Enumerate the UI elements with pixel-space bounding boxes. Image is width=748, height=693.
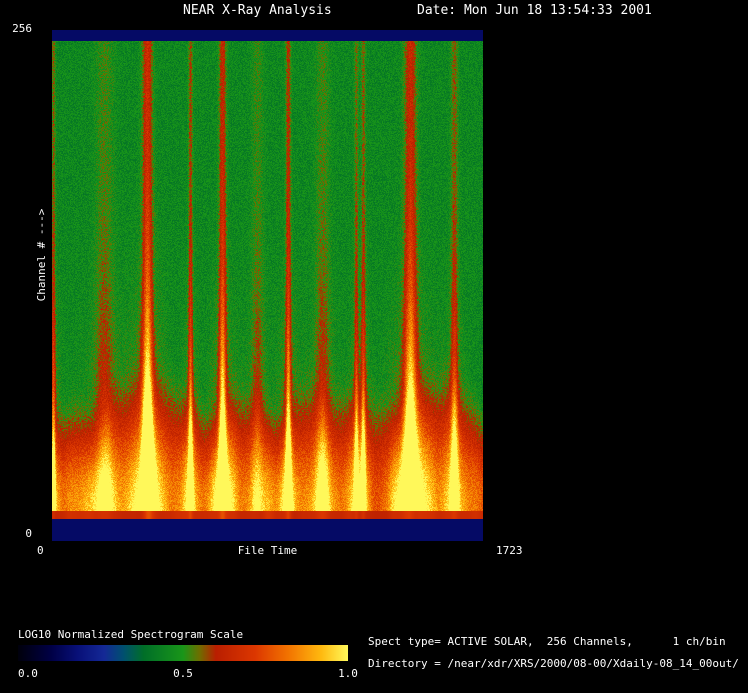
page-title: NEAR X-Ray Analysis [183, 3, 332, 18]
colorbar-tick-mid: 0.5 [173, 667, 193, 680]
x-axis-max-label: 1723 [496, 544, 523, 557]
spect-type-info: Spect type= ACTIVE SOLAR, 256 Channels, … [368, 635, 726, 648]
y-axis-min-label: 0 [25, 527, 32, 540]
colorbar-title: LOG10 Normalized Spectrogram Scale [18, 628, 244, 641]
spectrogram-canvas [52, 30, 483, 541]
x-axis-title: File Time [237, 544, 298, 557]
y-axis-max-label: 256 [12, 22, 32, 35]
y-axis-title: Channel # ---> [34, 208, 48, 302]
date-label: Date: Mon Jun 18 13:54:33 2001 [417, 3, 652, 18]
directory-info: Directory = /near/xdr/XRS/2000/08-00/Xda… [368, 657, 739, 670]
colorbar-tick-max: 1.0 [338, 667, 358, 680]
colorbar-canvas [18, 645, 348, 661]
colorbar-tick-min: 0.0 [18, 667, 38, 680]
x-axis-min-label: 0 [37, 544, 44, 557]
